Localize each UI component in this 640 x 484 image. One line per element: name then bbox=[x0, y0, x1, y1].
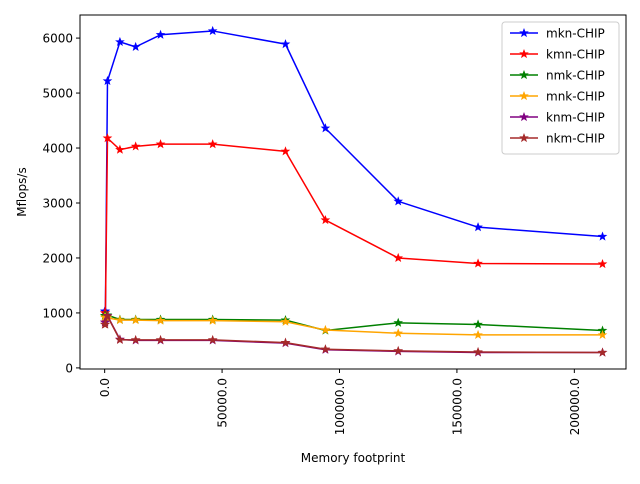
legend-marker bbox=[519, 111, 529, 122]
data-point bbox=[320, 324, 331, 335]
data-point bbox=[597, 347, 608, 357]
data-point bbox=[130, 141, 141, 151]
data-point bbox=[393, 252, 404, 263]
data-point bbox=[280, 39, 291, 49]
x-tick-label: 150000.0 bbox=[450, 378, 464, 435]
y-tick-label: 6000 bbox=[42, 32, 73, 46]
x-tick-label: 50000.0 bbox=[216, 378, 230, 428]
data-point bbox=[597, 231, 608, 241]
y-tick-label: 1000 bbox=[42, 306, 73, 320]
data-point bbox=[597, 258, 608, 269]
y-tick-label: 5000 bbox=[42, 87, 73, 101]
series-line bbox=[104, 137, 603, 314]
data-point bbox=[130, 41, 141, 51]
data-point bbox=[102, 311, 113, 321]
data-point bbox=[597, 329, 608, 340]
legend-marker bbox=[519, 27, 529, 38]
data-point bbox=[115, 144, 125, 154]
data-point bbox=[102, 75, 113, 86]
legend-label: kmn-CHIP bbox=[546, 48, 605, 62]
data-point bbox=[115, 315, 125, 325]
series-line bbox=[104, 316, 603, 336]
x-tick-label: 200000.0 bbox=[568, 378, 582, 435]
y-tick-label: 3000 bbox=[42, 196, 73, 210]
series-kmn-CHIP bbox=[99, 133, 608, 318]
legend-frame bbox=[501, 21, 620, 155]
series-nmk-CHIP bbox=[99, 310, 608, 335]
data-point bbox=[207, 315, 218, 325]
legend-marker bbox=[519, 69, 529, 80]
series-line bbox=[104, 30, 603, 313]
data-point bbox=[155, 315, 166, 325]
x-tick-label: 100000.0 bbox=[333, 378, 347, 435]
y-tick-label: 0 bbox=[65, 361, 73, 375]
legend-label: nkm-CHIP bbox=[546, 132, 605, 146]
series-mnk-CHIP bbox=[99, 312, 608, 340]
series-mkn-CHIP bbox=[99, 25, 608, 316]
legend-label: knm-CHIP bbox=[546, 111, 605, 125]
data-point bbox=[320, 123, 331, 133]
data-point bbox=[115, 36, 125, 47]
y-tick-label: 2000 bbox=[42, 251, 73, 265]
plot-frame bbox=[79, 14, 627, 370]
y-tick-label: 4000 bbox=[42, 142, 73, 156]
x-axis-label: Memory footprint bbox=[301, 451, 406, 465]
data-point bbox=[100, 319, 111, 329]
y-axis-label: Mflops/s bbox=[15, 167, 29, 216]
data-point bbox=[155, 334, 166, 344]
data-point bbox=[393, 328, 404, 338]
data-point bbox=[393, 345, 404, 355]
data-point bbox=[130, 315, 141, 325]
series-line bbox=[104, 314, 603, 332]
x-tick-label: 0.0 bbox=[98, 378, 112, 397]
data-point bbox=[393, 317, 404, 327]
data-point bbox=[473, 258, 483, 268]
legend: mkn-CHIP kmn-CHIP nmk-CHIP mnk-CHIP knm-CHIP… bbox=[501, 21, 620, 155]
data-point bbox=[473, 222, 483, 232]
data-point bbox=[155, 29, 166, 39]
data-point bbox=[473, 346, 483, 357]
data-point bbox=[207, 334, 218, 344]
data-point bbox=[115, 334, 125, 344]
data-point bbox=[207, 25, 218, 36]
data-point bbox=[473, 329, 483, 340]
legend-marker bbox=[519, 90, 529, 101]
data-point bbox=[102, 133, 113, 143]
legend-marker bbox=[519, 48, 529, 59]
legend-marker bbox=[519, 132, 529, 143]
series-nkm-CHIP bbox=[99, 311, 608, 357]
legend-label: nmk-CHIP bbox=[546, 69, 605, 83]
legend-label: mkn-CHIP bbox=[546, 27, 605, 41]
data-point bbox=[130, 334, 141, 344]
data-point bbox=[155, 139, 166, 149]
data-point bbox=[207, 139, 218, 149]
data-point bbox=[320, 214, 331, 225]
data-point bbox=[280, 146, 291, 156]
data-point bbox=[280, 316, 291, 326]
data-point bbox=[320, 344, 331, 354]
data-point bbox=[473, 319, 483, 329]
legend-label: mnk-CHIP bbox=[546, 90, 605, 104]
data-point bbox=[393, 196, 404, 206]
data-point bbox=[280, 337, 291, 347]
